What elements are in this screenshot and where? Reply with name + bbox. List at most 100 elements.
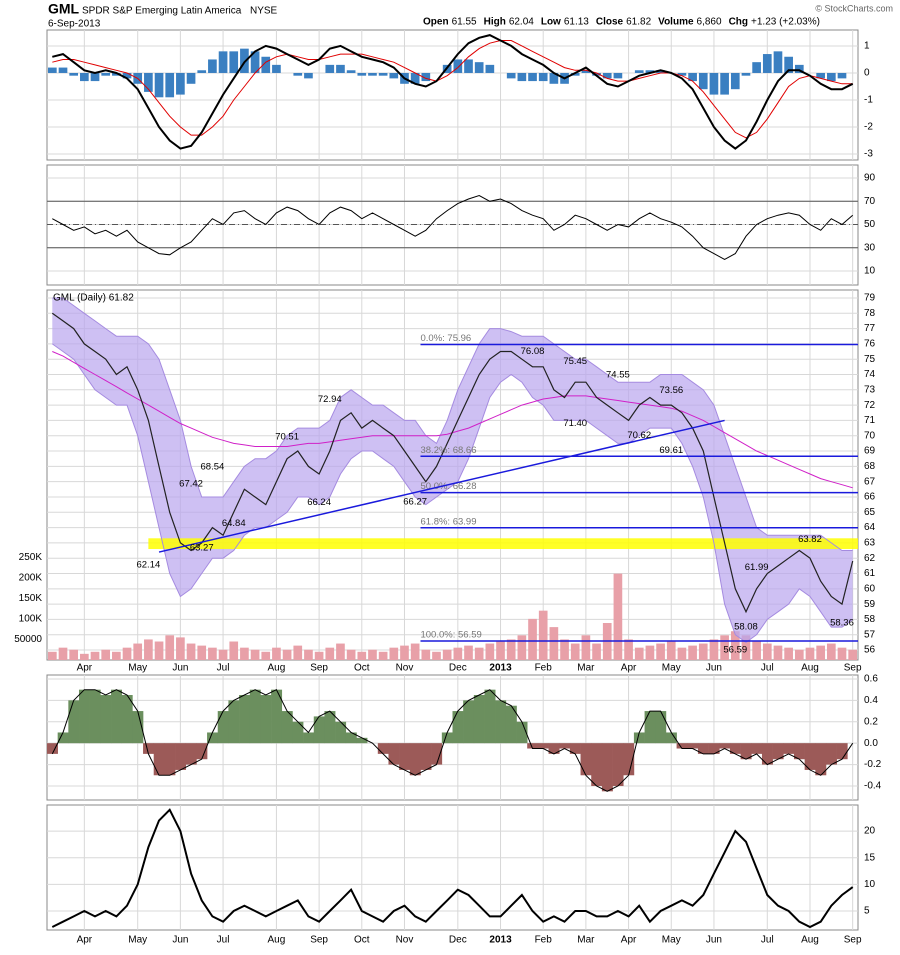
x-tick-label: Sep: [844, 935, 862, 946]
histogram-bar: [730, 72, 740, 90]
cmf-area: [132, 711, 144, 744]
stat-value: 61.55: [452, 17, 477, 28]
histogram-bar: [656, 70, 665, 73]
volume-bar: [794, 649, 804, 660]
volume-bar: [581, 635, 591, 660]
x-tick-label: Aug: [268, 663, 286, 674]
volume-bar: [176, 637, 185, 660]
cmf-area: [388, 743, 400, 765]
series-line: [51, 689, 854, 792]
volume-bar: [592, 643, 601, 660]
volume-bar: [549, 627, 559, 660]
series-line: [51, 808, 854, 929]
y-tick-label: 70: [864, 196, 876, 207]
volume-tick-label: 50000: [14, 634, 42, 645]
volume-bar: [773, 645, 783, 660]
price-annotation: 76.08: [521, 346, 545, 357]
volume-bar: [368, 649, 377, 660]
histogram-bar: [837, 72, 847, 79]
histogram-bar: [645, 70, 655, 73]
volume-tick-label: 150K: [19, 593, 43, 604]
x-tick-label: Nov: [396, 935, 414, 946]
price-annotation: 68.54: [201, 462, 225, 473]
stat-label: Chg: [729, 17, 748, 28]
x-tick-label: Dec: [449, 935, 467, 946]
volume-bar: [474, 647, 484, 660]
cmf-area: [239, 695, 251, 744]
x-tick-label: 2013: [489, 935, 512, 946]
volume-bar: [69, 649, 79, 660]
fib-label: 61.8%: 63.99: [420, 516, 476, 527]
histogram-bar: [698, 72, 708, 90]
volume-bar: [410, 643, 420, 660]
price-annotation: 66.24: [307, 497, 331, 508]
volume-bar: [837, 647, 847, 660]
y-tick-label: 10: [864, 266, 876, 277]
volume-bar: [421, 649, 431, 660]
volume-bar: [656, 643, 665, 660]
volume-bar: [144, 639, 153, 660]
price-annotation: 63.82: [798, 534, 822, 545]
y-tick-label: 69: [864, 446, 876, 457]
cmf-area: [697, 743, 709, 754]
volume-bar: [517, 635, 527, 660]
panel: [46, 289, 859, 661]
x-tick-label: Oct: [354, 935, 370, 946]
x-tick-label: Jul: [761, 935, 774, 946]
volume-bar: [240, 647, 249, 660]
x-tick-label: Nov: [396, 663, 414, 674]
y-tick-label: -0.4: [864, 781, 882, 792]
stat-value: 61.82: [626, 17, 651, 28]
x-tick-label: Sep: [310, 935, 328, 946]
y-tick-label: 68: [864, 461, 876, 472]
cmf-area: [548, 743, 560, 754]
price-annotation: 74.55: [606, 370, 630, 381]
volume-bar: [805, 647, 815, 660]
stat-label: Close: [596, 17, 624, 28]
volume-bar: [698, 643, 708, 660]
price-annotation: 72.94: [318, 394, 342, 405]
y-tick-label: 5: [864, 906, 870, 917]
volume-bar: [154, 641, 164, 660]
volume-bar: [250, 649, 260, 660]
price-annotation: 70.51: [275, 431, 299, 442]
x-tick-label: Jul: [761, 663, 774, 674]
price-annotation: 71.40: [563, 418, 587, 429]
y-tick-label: 74: [864, 369, 876, 380]
cmf-area: [601, 743, 613, 792]
histogram-bar: [80, 72, 89, 82]
y-tick-label: 66: [864, 492, 876, 503]
x-tick-label: May: [128, 663, 147, 674]
x-tick-label: Aug: [801, 663, 819, 674]
cmf-area: [207, 732, 219, 744]
volume-bar: [122, 647, 132, 660]
cmf-area: [377, 743, 389, 754]
price-annotation: 62.14: [136, 560, 160, 571]
cmf-area: [57, 732, 69, 744]
y-tick-label: 73: [864, 384, 876, 395]
cmf-area: [505, 705, 517, 744]
series-line: [52, 40, 853, 139]
histogram-bar: [410, 72, 420, 84]
x-tick-label: May: [662, 935, 681, 946]
x-tick-label: 2013: [489, 663, 512, 674]
symbol: GML: [48, 1, 80, 17]
volume-bar: [720, 635, 729, 660]
x-tick-label: Jun: [706, 663, 722, 674]
cmf-area: [271, 689, 283, 744]
histogram-bar: [48, 67, 57, 73]
cmf-area: [111, 689, 122, 744]
fib-label: 0.0%: 75.96: [420, 333, 471, 344]
cmf-area: [473, 695, 485, 744]
volume-bar: [464, 645, 473, 660]
histogram-bar: [90, 72, 100, 82]
fib-label: 38.2%: 68.66: [420, 445, 476, 456]
volume-bar: [229, 641, 239, 660]
volume-bar: [389, 647, 399, 660]
volume-bar: [304, 649, 313, 660]
histogram-bar: [720, 72, 729, 95]
cmf-area: [740, 743, 752, 760]
y-tick-label: 67: [864, 476, 876, 487]
histogram-bar: [592, 72, 601, 76]
volume-bar: [506, 639, 516, 660]
